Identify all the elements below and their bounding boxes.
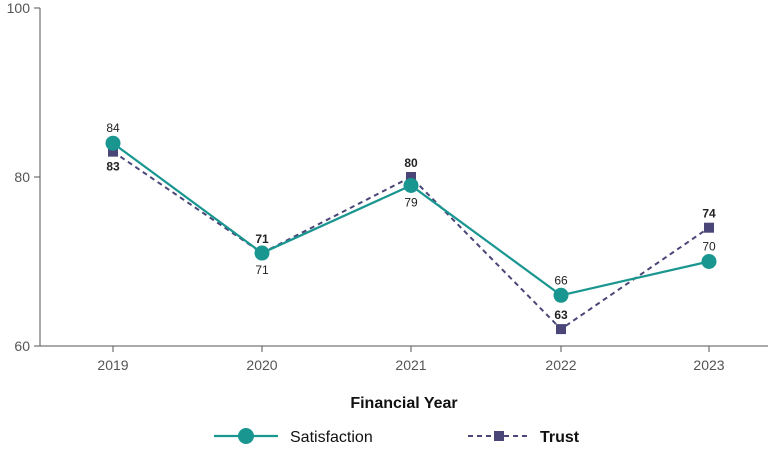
satisfaction-data-label: 66 [554,273,568,287]
satisfaction-data-label: 79 [404,195,418,209]
data-labels: 84 71 79 66 70 83 71 80 63 74 [106,121,716,322]
legend-satisfaction-marker [238,428,254,444]
satisfaction-data-label: 84 [106,121,120,135]
satisfaction-point [553,287,569,303]
x-tick-label: 2019 [97,357,128,373]
y-axis-ticks: 60 80 100 [7,0,40,354]
trust-point [556,324,566,335]
satisfaction-point [701,254,717,269]
y-tick-label: 60 [14,338,30,354]
trust-series-line [112,150,710,331]
y-tick-label: 80 [14,169,30,185]
trust-data-label: 63 [554,308,568,322]
legend-trust-marker [494,431,504,441]
x-tick-label: 2022 [545,357,576,373]
x-axis-title: Financial Year [350,395,457,412]
satisfaction-data-label: 71 [255,263,269,277]
trust-point [704,222,714,233]
y-tick-label: 100 [7,0,31,16]
satisfaction-point [403,177,419,193]
legend-trust-label: Trust [540,429,580,446]
x-tick-label: 2023 [693,357,724,373]
trust-point [108,146,118,157]
trust-data-label: 74 [702,207,716,221]
trust-data-label: 80 [404,156,418,170]
trust-data-label: 83 [106,160,120,174]
legend-satisfaction-label: Satisfaction [290,429,373,446]
x-axis-ticks: 2019 2020 2021 2022 2023 [97,346,725,373]
satisfaction-point [254,245,270,261]
trust-point [406,172,416,182]
satisfaction-data-label: 70 [702,240,716,254]
x-tick-label: 2020 [246,357,277,373]
trust-data-label: 71 [255,232,269,246]
legend: Satisfaction Trust [214,428,580,446]
series-layer [105,135,717,335]
satisfaction-point [105,135,121,151]
x-tick-label: 2021 [395,357,426,373]
